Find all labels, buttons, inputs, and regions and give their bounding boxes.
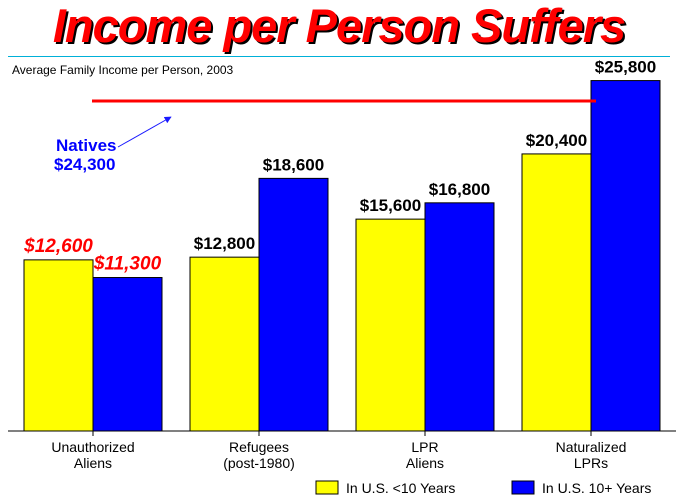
legend-label-0: In U.S. <10 Years: [346, 480, 455, 496]
chart-title: Income per Person Suffers: [52, 0, 626, 52]
legend-swatch-1: [511, 480, 535, 495]
data-label-3-0: $20,400: [526, 131, 587, 150]
natives-arrow: [117, 116, 172, 148]
chart-subtitle: Average Family Income per Person, 2003: [12, 63, 234, 77]
title-divider: [8, 56, 670, 57]
x-tick-label-0-1: Aliens: [74, 455, 112, 471]
data-label-2-0: $15,600: [360, 196, 421, 215]
x-tick-label-3-1: LPRs: [574, 455, 608, 471]
bar-3-0: [521, 153, 592, 432]
x-tick-label-3-0: Naturalized: [556, 439, 627, 455]
natives-value: $24,300: [54, 155, 115, 174]
bar-2-1: [424, 202, 495, 432]
data-label-1-0: $12,800: [194, 234, 255, 253]
x-tick-label-2-0: LPR: [411, 439, 438, 455]
data-label-0-0: $12,600: [23, 236, 93, 257]
data-label-1-1: $18,600: [263, 155, 324, 174]
x-tick-label-2-1: Aliens: [406, 455, 444, 471]
bar-0-1: [92, 277, 163, 432]
bar-2-0: [355, 218, 426, 432]
x-tick-label-1-0: Refugees: [229, 439, 289, 455]
natives-label: Natives: [56, 136, 116, 155]
bar-1-0: [189, 256, 260, 432]
x-tick-label-0-0: Unauthorized: [51, 439, 134, 455]
bar-0-0: [23, 259, 94, 432]
data-label-3-1: $25,800: [595, 58, 656, 77]
legend-swatch-0: [315, 480, 339, 495]
x-tick-label-1-1: (post-1980): [223, 455, 295, 471]
bar-1-1: [258, 177, 329, 432]
bar-3-1: [590, 80, 661, 432]
data-label-2-1: $16,800: [429, 180, 490, 199]
data-label-0-1: $11,300: [93, 254, 162, 275]
legend-label-1: In U.S. 10+ Years: [542, 480, 651, 496]
